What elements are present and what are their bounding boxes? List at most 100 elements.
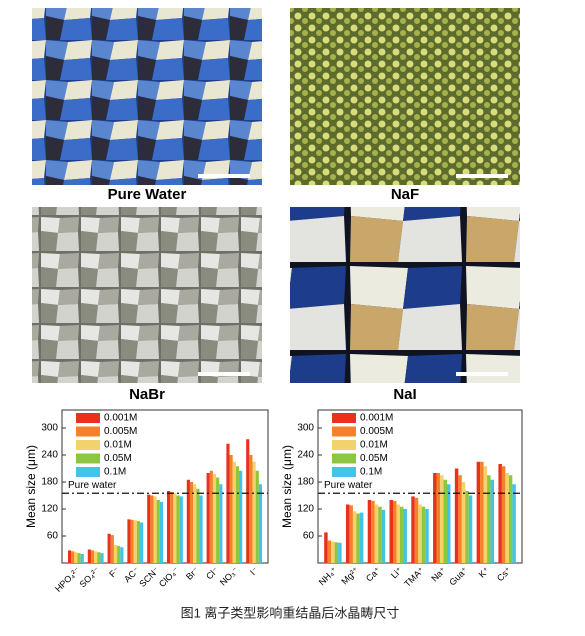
legend-swatch xyxy=(332,413,356,423)
bar xyxy=(331,541,335,563)
panel-label: NaBr xyxy=(129,386,165,403)
y-tick-label: 300 xyxy=(297,423,314,434)
bar xyxy=(100,553,104,563)
bar xyxy=(505,473,509,563)
legend-label: 0.005M xyxy=(104,426,137,437)
bar xyxy=(396,504,400,563)
bar xyxy=(255,470,259,563)
x-tick-label: SCN⁻ xyxy=(137,565,161,589)
bar xyxy=(487,475,491,563)
bar xyxy=(206,473,210,563)
micrograph xyxy=(290,8,520,185)
bar xyxy=(229,455,233,563)
x-tick-label: TMA⁺ xyxy=(402,565,426,589)
x-tick-label: Na⁺ xyxy=(429,565,448,584)
legend-swatch xyxy=(76,413,100,423)
bar xyxy=(258,484,263,563)
y-tick-label: 180 xyxy=(41,477,58,488)
x-tick-label: ClO₄⁻ xyxy=(157,565,181,589)
bar xyxy=(246,439,250,563)
bar xyxy=(196,488,200,563)
legend-label: 0.001M xyxy=(104,413,137,424)
bar xyxy=(498,464,502,563)
x-tick-label: Cs⁺ xyxy=(495,565,513,583)
legend-swatch xyxy=(76,426,100,437)
bar xyxy=(490,479,495,563)
legend-swatch xyxy=(332,467,356,477)
x-tick-label: NO₃⁻ xyxy=(218,565,241,588)
legend-swatch xyxy=(76,440,100,450)
x-tick-label: SO₄²⁻ xyxy=(77,565,102,590)
bar xyxy=(454,468,459,563)
bar xyxy=(239,470,243,563)
bar xyxy=(97,552,101,563)
bar xyxy=(345,504,350,563)
x-tick-label: Mg²⁺ xyxy=(339,565,361,587)
bar xyxy=(90,550,95,563)
bar xyxy=(480,461,484,563)
micrograph xyxy=(32,8,262,185)
legend-label: 0.05M xyxy=(360,453,388,464)
bar xyxy=(127,519,131,563)
plot-frame xyxy=(61,409,269,564)
bar xyxy=(461,482,466,563)
bar xyxy=(468,495,473,563)
reference-label: Pure water xyxy=(324,480,373,491)
bar xyxy=(179,496,183,563)
bar xyxy=(433,473,437,563)
x-tick-label: Gua⁺ xyxy=(447,565,470,588)
x-tick-label: Li⁺ xyxy=(389,565,405,581)
bar xyxy=(77,553,81,563)
legend-label: 0.005M xyxy=(360,426,393,437)
bar xyxy=(359,512,364,563)
bar xyxy=(130,519,134,563)
panel-label: Pure Water xyxy=(108,186,187,203)
bar xyxy=(199,495,203,563)
y-tick-label: 120 xyxy=(297,504,314,515)
bar xyxy=(356,513,360,563)
bar xyxy=(367,500,372,563)
bar xyxy=(150,495,154,563)
bar xyxy=(189,482,194,563)
x-tick-label: HPO₄²⁻ xyxy=(53,565,82,594)
y-tick-label: 60 xyxy=(303,531,315,542)
bar xyxy=(226,443,230,563)
x-tick-label: Br⁻ xyxy=(184,565,201,582)
bar xyxy=(252,461,256,563)
bar xyxy=(425,509,429,563)
x-tick-label: K⁺ xyxy=(477,565,492,580)
micrograph xyxy=(32,207,262,383)
bar xyxy=(389,500,393,563)
bar xyxy=(166,491,171,563)
bar xyxy=(411,496,415,563)
bar xyxy=(512,484,516,563)
y-tick-label: 240 xyxy=(297,450,314,461)
y-axis-label: Mean size (μm) xyxy=(24,445,38,528)
bar xyxy=(120,547,124,563)
bar xyxy=(159,501,164,563)
bar xyxy=(327,540,332,563)
legend-label: 0.001M xyxy=(360,413,393,424)
bar xyxy=(374,504,379,563)
bar xyxy=(209,470,213,563)
bar xyxy=(176,495,180,563)
x-tick-label: Ca⁺ xyxy=(364,565,383,584)
bar xyxy=(338,542,342,563)
bar xyxy=(147,494,151,563)
bar xyxy=(458,475,462,563)
bar xyxy=(140,522,144,563)
legend-swatch xyxy=(332,453,356,464)
bar xyxy=(117,545,121,563)
legend-swatch xyxy=(332,440,356,450)
legend-label: 0.05M xyxy=(104,453,132,464)
bar xyxy=(371,500,375,563)
legend-swatch xyxy=(76,467,100,477)
bar xyxy=(378,506,382,563)
bar xyxy=(501,466,506,563)
caption: 图1 离子类型影响重结晶后冰晶畴尺寸 xyxy=(181,605,400,620)
bar xyxy=(235,466,240,563)
bar xyxy=(447,484,451,563)
legend-swatch xyxy=(332,426,356,437)
bar xyxy=(232,461,236,563)
legend-label: 0.01M xyxy=(360,440,388,451)
